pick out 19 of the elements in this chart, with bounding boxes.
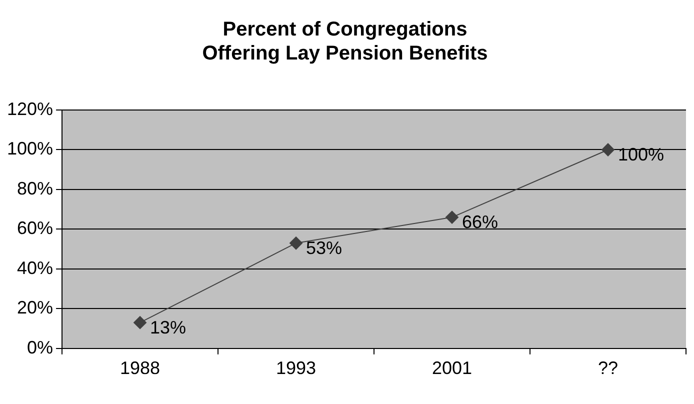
y-tick-label: 0% (27, 337, 54, 358)
y-tick-label: 120% (6, 98, 54, 119)
x-tick-label: 1988 (120, 358, 160, 378)
data-label: 13% (150, 318, 186, 338)
x-tick-label: 2001 (432, 358, 472, 378)
data-label: 66% (462, 212, 498, 232)
point (446, 210, 459, 224)
y-tick-label: 60% (17, 218, 54, 238)
y-tick-label: 80% (17, 178, 54, 198)
point (290, 236, 303, 250)
point (602, 143, 615, 156)
data-label: 53% (306, 238, 342, 258)
y-tick-label: 40% (17, 258, 54, 278)
chart-title: Percent of Congregations Offering Lay Pension Benefits (202, 18, 488, 65)
point (134, 316, 147, 330)
x-tick-label: ?? (598, 358, 618, 378)
y-tick-label: 100% (6, 138, 54, 159)
x-tick-label: 1993 (276, 358, 316, 378)
y-tick-label: 20% (17, 298, 54, 318)
